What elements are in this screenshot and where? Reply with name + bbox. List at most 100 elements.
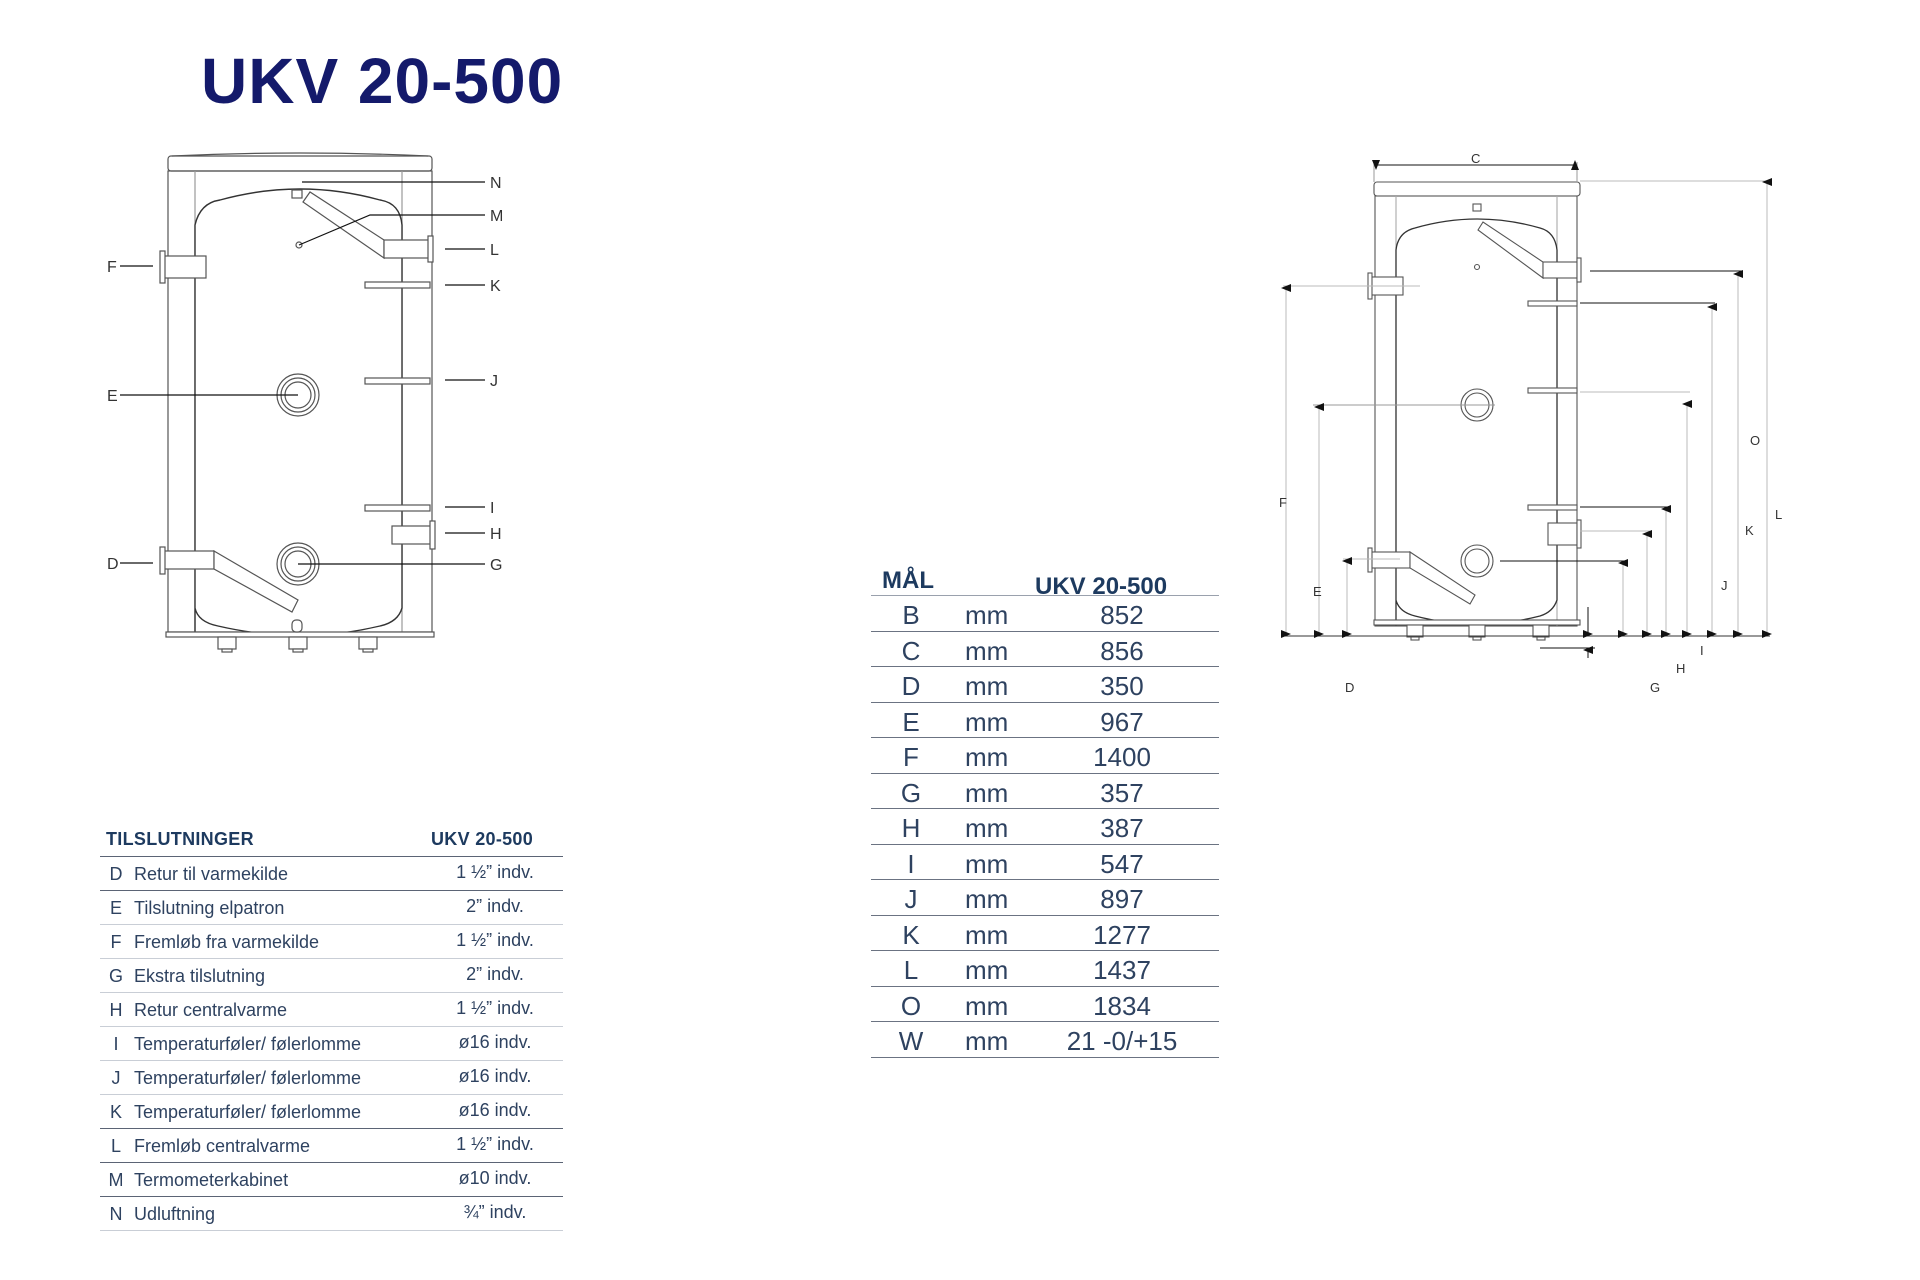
connection-letter: H [109,1000,123,1020]
dimension-letter: B [902,600,920,630]
dim-label-e: E [1313,584,1322,599]
connection-size: ø16 indv. [458,1066,532,1086]
connections-table-header: TILSLUTNINGER UKV 20-500 [100,820,563,857]
left-diagram-labels: N M L K J I H G F E D [107,175,503,574]
connections-table: TILSLUTNINGER UKV 20-500 D Retur til varm… [100,820,563,1231]
dimensions-table-header: MÅL UKV 20-500 [871,560,1219,600]
dimension-unit: mm [965,990,1009,1021]
connection-letter: M [108,1170,124,1190]
dim-label-c: C [1471,151,1480,166]
dimension-letter: K [902,919,920,950]
dimension-unit: mm [965,919,1009,950]
connection-row: D Retur til varmekilde 1 ½” indv. [100,857,563,891]
connection-description: Temperaturføler/ følerlomme [134,1102,362,1122]
dim-label-o: O [1750,433,1760,448]
label-e: E [107,388,118,405]
dimension-unit: mm [965,635,1009,666]
dimension-value: 350 [1100,671,1144,701]
connections-header-model: UKV 20-500 [431,829,534,849]
connection-row: K Temperaturføler/ følerlomme ø16 indv. [100,1095,563,1129]
page-title: UKV 20-500 [201,45,564,117]
dimension-value: 357 [1100,777,1144,808]
connection-letter: I [113,1034,119,1054]
label-i: I [490,500,494,517]
dimension-unit: mm [965,848,1009,879]
connection-description: Retur centralvarme [134,1000,288,1020]
dim-label-d: D [1345,680,1354,695]
label-j: J [490,373,498,390]
label-h: H [490,526,502,543]
connection-row: H Retur centralvarme 1 ½” indv. [100,993,563,1027]
right-diagram-labels: C O L K J I H G F E D [1279,151,1782,695]
dimension-unit: mm [965,671,1009,701]
connection-row: L Fremløb centralvarme 1 ½” indv. [100,1129,563,1163]
label-k: K [490,278,501,295]
connection-size: 2” indv. [466,964,524,984]
dimension-value: 1834 [1093,990,1151,1021]
connection-row: J Temperaturføler/ følerlomme ø16 indv. [100,1061,563,1095]
connection-letter: K [109,1102,122,1122]
connection-description: Ekstra tilslutning [134,966,266,986]
connection-letter: J [111,1068,121,1088]
dimension-letter: W [898,1026,924,1056]
connection-description: Temperaturføler/ følerlomme [134,1034,362,1054]
dimension-letter: J [904,884,918,914]
dimension-value: 547 [1100,848,1144,879]
dimension-letter: F [903,742,919,772]
connection-letter: G [108,966,123,986]
label-g: G [490,557,502,574]
connection-description: Retur til varmekilde [134,864,289,884]
connection-description: Fremløb fra varmekilde [134,932,320,952]
dimension-letter: O [900,990,922,1021]
connection-row: E Tilslutning elpatron 2” indv. [100,891,563,925]
dimension-value: 856 [1100,635,1144,666]
dim-label-g: G [1650,680,1660,695]
connection-letter: D [109,864,123,884]
tank-drawing-connections [159,152,436,653]
dim-label-i: I [1700,643,1704,658]
dimension-letter: E [902,706,920,737]
dimension-value: 1277 [1093,919,1151,950]
connection-description: Fremløb centralvarme [134,1136,311,1156]
dim-label-k: K [1745,523,1754,538]
label-d: D [107,556,119,573]
dimension-letter: I [907,848,915,879]
dimension-unit: mm [965,1026,1009,1056]
connection-size: 1 ½” indv. [456,1134,534,1154]
dimension-value: 1437 [1093,955,1151,985]
connection-row: F Fremløb fra varmekilde 1 ½” indv. [100,925,563,959]
connection-row: M Termometerkabinet ø10 indv. [100,1163,563,1197]
dimension-value: 21 -0/+15 [1066,1026,1178,1056]
connection-description: Tilslutning elpatron [134,898,285,918]
connection-row: I Temperaturføler/ følerlomme ø16 indv. [100,1027,563,1061]
dimension-value: 897 [1100,884,1144,914]
dim-label-j: J [1721,578,1728,593]
dimension-letter: D [901,671,921,701]
dimension-letter: G [900,777,922,808]
connection-description: Temperaturføler/ følerlomme [134,1068,362,1088]
connections-header-label: TILSLUTNINGER [106,829,254,849]
label-m: M [490,208,503,225]
dimension-value: 387 [1100,813,1144,843]
connection-row: G Ekstra tilslutning 2” indv. [100,959,563,993]
dimension-unit: mm [965,813,1009,843]
connection-size: 1 ½” indv. [456,862,534,882]
dimension-letter: C [901,635,921,666]
connection-letter: L [110,1136,121,1156]
connection-letter: N [109,1204,123,1224]
dim-label-h: H [1676,661,1685,676]
dim-label-l: L [1775,507,1782,522]
dimension-value: 967 [1100,706,1144,737]
